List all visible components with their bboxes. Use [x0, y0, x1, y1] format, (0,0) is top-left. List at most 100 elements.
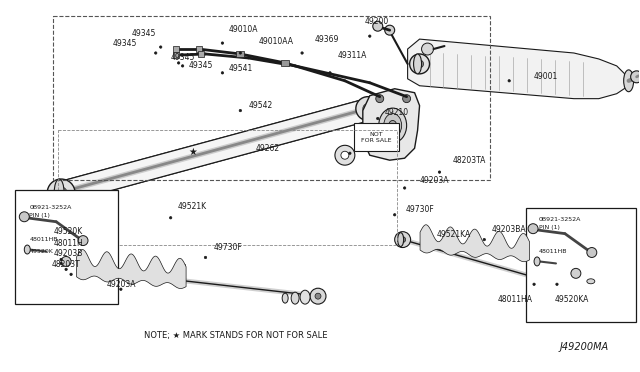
Text: 49010AA: 49010AA — [259, 36, 293, 46]
Text: 49542: 49542 — [248, 101, 273, 110]
Text: 49203A: 49203A — [420, 176, 449, 185]
Circle shape — [556, 283, 558, 285]
Polygon shape — [363, 89, 420, 160]
Ellipse shape — [623, 70, 634, 92]
Bar — [526, 239, 529, 259]
Circle shape — [70, 273, 72, 276]
Circle shape — [533, 283, 535, 285]
Circle shape — [403, 187, 406, 189]
Text: 49345: 49345 — [113, 39, 137, 48]
Circle shape — [369, 35, 371, 37]
Circle shape — [170, 217, 172, 219]
Circle shape — [428, 243, 431, 246]
Text: 48203T: 48203T — [51, 260, 80, 269]
Text: 49521K: 49521K — [178, 202, 207, 211]
Ellipse shape — [413, 54, 422, 74]
Text: 49345: 49345 — [171, 54, 195, 62]
Text: 48011H: 48011H — [53, 239, 83, 248]
Text: 49520K: 49520K — [53, 227, 83, 236]
Ellipse shape — [384, 113, 402, 137]
Circle shape — [587, 247, 596, 257]
Ellipse shape — [50, 259, 56, 273]
Text: 49262: 49262 — [255, 144, 280, 153]
Circle shape — [221, 72, 223, 74]
Bar — [173, 52, 179, 58]
Text: J49200MA: J49200MA — [559, 342, 609, 352]
Circle shape — [376, 117, 379, 120]
Circle shape — [120, 288, 122, 291]
Circle shape — [301, 52, 303, 54]
Circle shape — [356, 97, 380, 121]
Text: 48011HB: 48011HB — [29, 237, 58, 242]
Circle shape — [65, 268, 67, 270]
Ellipse shape — [397, 232, 404, 247]
Bar — [198, 51, 204, 57]
Text: 48203TA: 48203TA — [452, 156, 486, 165]
Text: ★: ★ — [188, 147, 197, 157]
Circle shape — [410, 54, 429, 74]
Circle shape — [554, 281, 560, 287]
Ellipse shape — [379, 108, 406, 143]
Ellipse shape — [587, 279, 595, 284]
Ellipse shape — [539, 277, 549, 291]
Text: 48011HA: 48011HA — [497, 295, 532, 304]
Circle shape — [177, 62, 180, 64]
Ellipse shape — [291, 292, 299, 304]
Circle shape — [571, 268, 581, 278]
Text: 49001: 49001 — [534, 72, 558, 81]
Circle shape — [483, 238, 486, 241]
Bar — [77, 255, 80, 275]
Ellipse shape — [388, 121, 397, 131]
Text: 49010A: 49010A — [228, 25, 258, 34]
Bar — [53, 16, 490, 180]
Circle shape — [47, 179, 75, 207]
Bar — [281, 60, 289, 66]
Circle shape — [315, 293, 321, 299]
Text: 49345: 49345 — [132, 29, 156, 38]
Text: PIN (1): PIN (1) — [29, 213, 50, 218]
Circle shape — [154, 52, 157, 54]
Bar — [182, 264, 184, 284]
Circle shape — [55, 187, 67, 199]
Ellipse shape — [54, 179, 64, 207]
Circle shape — [528, 224, 538, 234]
Text: 49730F: 49730F — [406, 205, 435, 214]
Bar — [15, 190, 118, 304]
Circle shape — [61, 256, 71, 266]
Text: 49730F: 49730F — [214, 243, 242, 252]
Text: 49203BA: 49203BA — [492, 225, 526, 234]
Ellipse shape — [282, 293, 288, 303]
Circle shape — [204, 256, 207, 259]
Circle shape — [159, 46, 162, 48]
Circle shape — [78, 235, 88, 246]
Circle shape — [48, 259, 64, 274]
Circle shape — [181, 65, 184, 67]
Circle shape — [239, 52, 241, 54]
Circle shape — [53, 263, 59, 269]
Circle shape — [415, 60, 424, 68]
Circle shape — [60, 258, 62, 261]
Ellipse shape — [49, 226, 54, 234]
Ellipse shape — [24, 245, 30, 254]
Text: NOT
FOR SALE: NOT FOR SALE — [361, 132, 392, 143]
Text: 49520KA: 49520KA — [555, 295, 589, 304]
Text: 49203A: 49203A — [107, 280, 136, 289]
Circle shape — [335, 145, 355, 165]
Circle shape — [508, 80, 510, 82]
Text: 48011HB: 48011HB — [539, 249, 568, 254]
Text: 49210: 49210 — [385, 108, 409, 117]
Text: 49541: 49541 — [228, 64, 253, 73]
Circle shape — [422, 43, 433, 55]
Text: 49345: 49345 — [189, 61, 213, 70]
Text: 49200: 49200 — [365, 17, 389, 26]
Ellipse shape — [534, 257, 540, 266]
Ellipse shape — [300, 290, 310, 304]
Circle shape — [395, 232, 411, 247]
Bar — [526, 208, 636, 322]
Text: 0B921-3252A: 0B921-3252A — [539, 217, 581, 222]
Polygon shape — [58, 98, 370, 205]
Circle shape — [60, 262, 62, 264]
Circle shape — [349, 152, 351, 154]
Bar — [173, 46, 179, 52]
Text: 49203B: 49203B — [53, 249, 83, 258]
